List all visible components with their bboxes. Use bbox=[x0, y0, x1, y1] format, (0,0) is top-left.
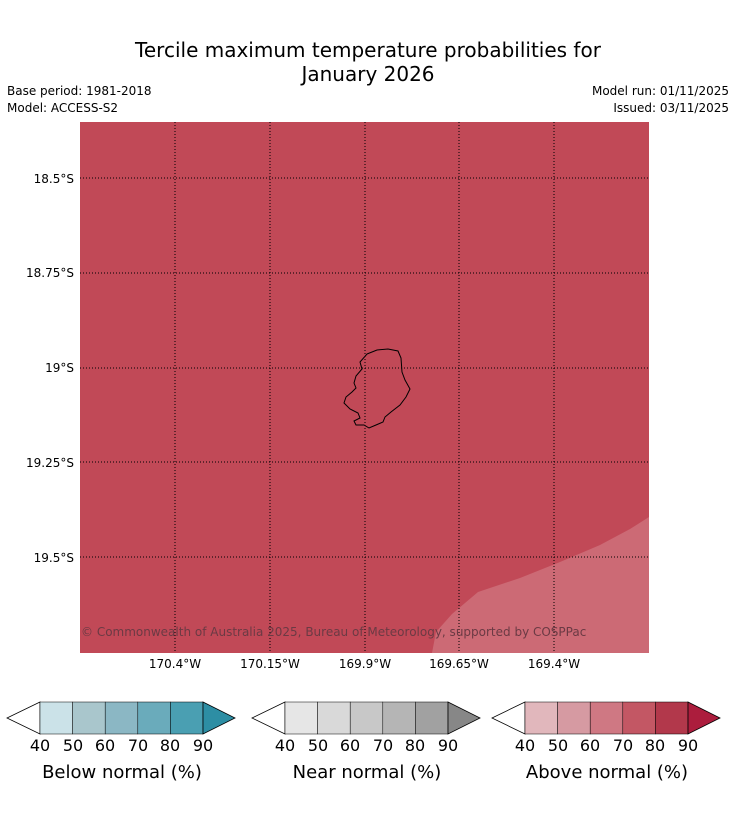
lon-label: 170.4°W bbox=[148, 657, 202, 671]
colorbar-low-extend bbox=[251, 701, 286, 735]
legend-title: Below normal (%) bbox=[42, 762, 202, 783]
legend-tick: 80 bbox=[159, 736, 181, 755]
legend-tick: 90 bbox=[677, 736, 699, 755]
legend-below-normal: 40 50 60 70 80 90 Below normal (%) bbox=[6, 700, 238, 800]
map-gridlines bbox=[80, 122, 649, 653]
legend-tick: 80 bbox=[644, 736, 666, 755]
colorbar-segment bbox=[349, 701, 384, 735]
legend-tick: 60 bbox=[94, 736, 116, 755]
lat-label: 19°S bbox=[45, 361, 74, 375]
legend-tick: 50 bbox=[62, 736, 84, 755]
colorbar-segment bbox=[104, 701, 139, 735]
colorbar-below-normal bbox=[6, 701, 236, 735]
legend-tick: 70 bbox=[612, 736, 634, 755]
legend-above-normal: 40 50 60 70 80 90 Above normal (%) bbox=[491, 700, 723, 800]
legend-tick: 50 bbox=[307, 736, 329, 755]
legend-tick: 40 bbox=[29, 736, 51, 755]
colorbar-segment bbox=[655, 701, 689, 735]
map-svg bbox=[80, 122, 649, 653]
colorbar-segment bbox=[415, 701, 449, 735]
title-line-2: January 2026 bbox=[301, 62, 435, 86]
legend-near-normal: 40 50 60 70 80 90 Near normal (%) bbox=[251, 700, 483, 800]
legend-tick: 70 bbox=[372, 736, 394, 755]
lon-label: 169.9°W bbox=[338, 657, 392, 671]
title-line-1: Tercile maximum temperature probabilitie… bbox=[135, 38, 601, 62]
model-name: Model: ACCESS-S2 bbox=[7, 101, 119, 115]
base-period: Base period: 1981-2018 bbox=[7, 84, 152, 98]
colorbar-segment bbox=[137, 701, 171, 735]
niue-island-outline bbox=[343, 348, 411, 429]
legend-tick: 90 bbox=[437, 736, 459, 755]
colorbar-segment bbox=[72, 701, 106, 735]
colorbar-near-normal bbox=[251, 701, 481, 735]
legend-tick: 50 bbox=[547, 736, 569, 755]
colorbar-segment bbox=[317, 701, 351, 735]
model-run: Model run: 01/11/2025 bbox=[591, 84, 729, 98]
colorbar-high-extend bbox=[202, 701, 236, 735]
legend-tick: 60 bbox=[579, 736, 601, 755]
issued-date: Issued: 03/11/2025 bbox=[613, 101, 729, 115]
legend-tick: 80 bbox=[404, 736, 426, 755]
lat-label: 19.5°S bbox=[33, 551, 74, 565]
colorbar-above-normal bbox=[491, 701, 721, 735]
legend-tick: 40 bbox=[274, 736, 296, 755]
legend-title: Above normal (%) bbox=[525, 762, 689, 783]
copyright-notice: © Commonwealth of Australia 2025, Bureau… bbox=[81, 625, 587, 639]
colorbar-segment bbox=[589, 701, 624, 735]
legend-tick: 90 bbox=[192, 736, 214, 755]
lat-label: 18.75°S bbox=[26, 266, 74, 280]
colorbar-segment bbox=[382, 701, 416, 735]
meta-right: Model run: 01/11/2025 Issued: 03/11/2025 bbox=[592, 83, 729, 117]
meta-left: Base period: 1981-2018 Model: ACCESS-S2 bbox=[7, 83, 152, 117]
legend-title: Near normal (%) bbox=[292, 762, 442, 783]
lon-label: 169.65°W bbox=[429, 657, 489, 671]
lat-label: 18.5°S bbox=[33, 172, 74, 186]
legend-tick: 70 bbox=[127, 736, 149, 755]
colorbar-segment bbox=[557, 701, 591, 735]
map-area bbox=[80, 122, 649, 653]
colorbar-high-extend bbox=[687, 701, 721, 735]
lon-label: 170.15°W bbox=[240, 657, 300, 671]
colorbar-segment bbox=[170, 701, 204, 735]
legend-tick: 60 bbox=[339, 736, 361, 755]
lon-label: 169.4°W bbox=[527, 657, 581, 671]
probability-fill-above-60-70 bbox=[432, 517, 649, 653]
legend-tick: 40 bbox=[514, 736, 536, 755]
colorbar-low-extend bbox=[491, 701, 526, 735]
chart-title: Tercile maximum temperature probabilitie… bbox=[0, 38, 736, 86]
colorbar-high-extend bbox=[447, 701, 481, 735]
colorbar-segment bbox=[284, 701, 318, 735]
colorbar-segment bbox=[39, 701, 73, 735]
colorbar-segment bbox=[622, 701, 656, 735]
lat-label: 19.25°S bbox=[26, 456, 74, 470]
colorbar-low-extend bbox=[6, 701, 41, 735]
colorbar-segment bbox=[524, 701, 558, 735]
